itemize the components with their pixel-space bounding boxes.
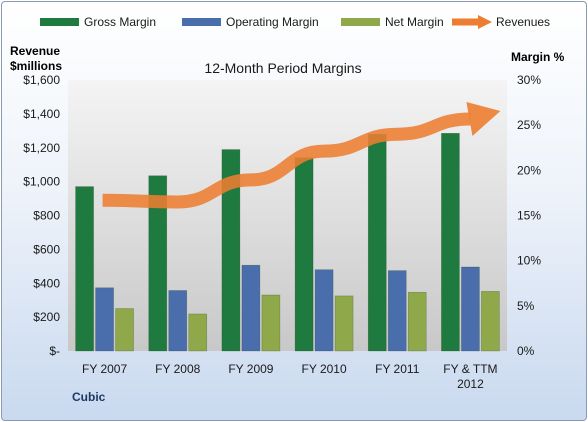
x-tick-label: FY 2007 xyxy=(82,362,127,376)
revenue-trend xyxy=(102,101,501,209)
y-left-tick-label: $1,600 xyxy=(23,73,60,87)
y-left-tick-label: $- xyxy=(49,344,60,358)
x-axis-categories: FY 2007 FY 2008 FY 2009 FY 2010 FY 2011 FY & … xyxy=(82,362,498,391)
bar-operating-margin xyxy=(95,287,114,352)
y-right-tick-label: 20% xyxy=(517,163,541,177)
y-left-tick-label: $1,000 xyxy=(23,175,60,189)
company-name: Cubic xyxy=(72,390,106,404)
x-tick-label: FY 2008 xyxy=(155,362,200,376)
y-right-title: Margin % xyxy=(511,50,565,64)
y-right-tick-label: 10% xyxy=(517,254,541,268)
bar-operating-margin xyxy=(461,266,480,352)
legend-swatch xyxy=(341,18,380,26)
legend: Gross Margin Operating Margin Net Margin Re… xyxy=(40,15,550,29)
bars xyxy=(75,132,500,352)
bar-net-margin xyxy=(188,313,208,352)
bar-operating-margin xyxy=(314,269,334,352)
y-left-tick-label: $1,200 xyxy=(23,141,60,155)
y-right-tick-label: 5% xyxy=(517,299,535,313)
bar-net-margin xyxy=(407,291,427,352)
x-tick-label: FY & TTM xyxy=(443,362,497,376)
y-left-tick-label: $400 xyxy=(33,276,60,290)
legend-swatch xyxy=(182,18,221,26)
y-left-ticks: $- $200 $400 $600 $800 $1,000 $1,200 $1,400 $1,6… xyxy=(23,73,60,358)
y-right-tick-label: 30% xyxy=(517,73,541,87)
x-tick-label: 2012 xyxy=(457,377,484,391)
x-tick-label: FY 2011 xyxy=(375,362,420,376)
y-left-title-line2: $millions xyxy=(10,59,62,73)
legend-label: Operating Margin xyxy=(226,15,319,29)
x-tick-label: FY 2009 xyxy=(228,362,273,376)
legend-label: Gross Margin xyxy=(84,15,156,29)
bar-net-margin xyxy=(334,295,354,352)
y-left-tick-label: $1,400 xyxy=(23,107,60,121)
y-left-tick-label: $800 xyxy=(33,209,60,223)
revenue-arrowhead xyxy=(466,101,501,136)
legend-label: Revenues xyxy=(496,15,550,29)
revenue-line xyxy=(102,112,471,209)
y-right-tick-label: 0% xyxy=(517,344,535,358)
legend-swatch-arrowhead xyxy=(478,15,492,29)
bar-gross-margin xyxy=(294,157,314,352)
x-tick-label: FY 2010 xyxy=(302,362,347,376)
bar-gross-margin xyxy=(367,133,387,352)
bar-gross-margin xyxy=(441,132,460,352)
legend-label: Net Margin xyxy=(385,15,444,29)
bar-gross-margin xyxy=(221,149,241,352)
y-left-tick-label: $600 xyxy=(33,242,60,256)
legend-swatch xyxy=(40,18,79,26)
y-right-tick-label: 15% xyxy=(517,209,541,223)
y-right-ticks: 0% 5% 10% 15% 20% 25% 30% xyxy=(517,73,541,358)
bar-operating-margin xyxy=(168,290,188,352)
bar-gross-margin xyxy=(75,186,94,352)
chart-title: 12-Month Period Margins xyxy=(204,60,361,76)
bar-net-margin xyxy=(261,294,281,352)
bar-gross-margin xyxy=(148,175,168,352)
bar-operating-margin xyxy=(387,270,407,352)
bar-net-margin xyxy=(115,308,134,352)
y-left-title-line1: Revenue xyxy=(10,44,60,58)
y-right-tick-label: 25% xyxy=(517,118,541,132)
y-left-tick-label: $200 xyxy=(33,310,60,324)
bar-operating-margin xyxy=(241,264,261,352)
bar-net-margin xyxy=(481,291,500,352)
